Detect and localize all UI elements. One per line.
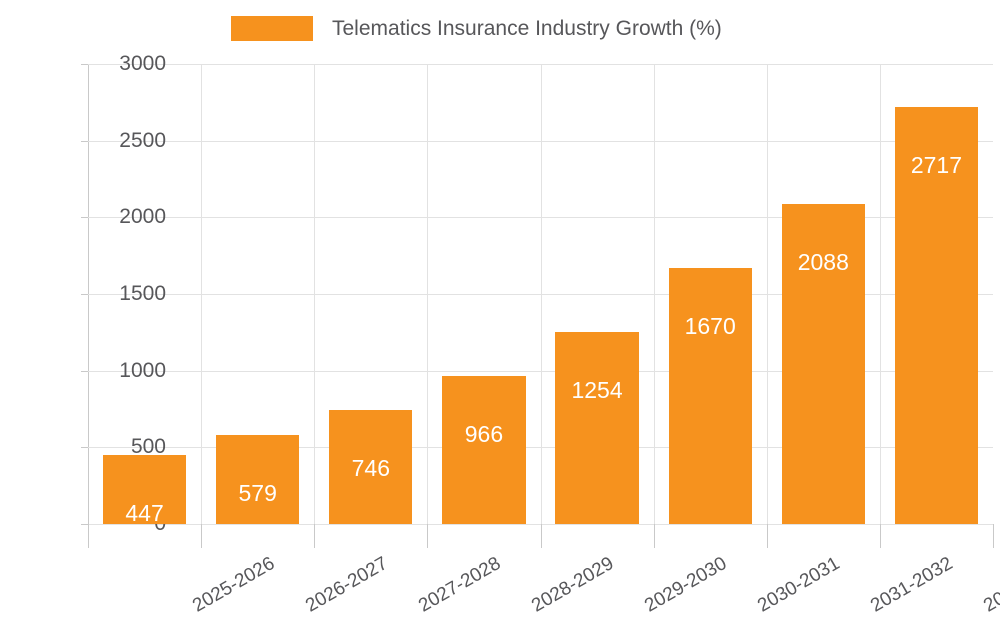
gridline-horizontal — [88, 140, 993, 142]
x-axis-tick-mark — [767, 524, 768, 548]
bar[interactable]: 1670 — [668, 267, 752, 524]
x-axis-tick-label: 2027-2028 — [414, 553, 505, 617]
x-axis-tick-mark — [314, 524, 315, 548]
bar[interactable]: 966 — [442, 375, 526, 524]
bar-value-label: 1670 — [684, 312, 736, 339]
gridline-horizontal — [88, 294, 993, 295]
bar[interactable]: 2088 — [781, 203, 865, 524]
gridline-vertical — [767, 64, 768, 524]
bar[interactable]: 579 — [216, 435, 300, 524]
y-axis-tick-mark — [81, 217, 88, 219]
gridline-vertical — [314, 64, 315, 524]
gridline-vertical — [654, 64, 655, 524]
bar-value-label: 447 — [125, 500, 164, 527]
x-axis-tick-mark — [88, 524, 89, 548]
legend-color-swatch — [231, 15, 313, 41]
gridline-horizontal — [88, 447, 993, 449]
x-axis-tick-label: 2032-2033 — [980, 553, 1000, 617]
x-axis-tick-mark — [201, 524, 202, 548]
bar[interactable]: 1254 — [555, 331, 639, 524]
bar[interactable]: 447 — [102, 455, 187, 527]
y-axis-tick-label: 2500 — [119, 128, 166, 152]
bar-value-label: 2717 — [910, 152, 963, 179]
y-axis-tick-mark — [81, 140, 88, 142]
x-axis-tick-mark — [880, 524, 881, 548]
gridline-vertical — [880, 64, 881, 524]
gridline-vertical — [541, 64, 542, 524]
y-axis-tick-label: 1500 — [119, 282, 166, 305]
y-axis-tick-label: 500 — [130, 435, 166, 459]
x-axis-tick-mark — [654, 524, 655, 548]
bar-value-label: 746 — [351, 454, 390, 481]
y-axis-tick-mark — [81, 370, 88, 372]
gridline-vertical — [201, 64, 202, 524]
gridline-horizontal — [88, 370, 993, 372]
y-axis-tick-mark — [81, 294, 88, 295]
x-axis-tick-label: 2026-2027 — [301, 553, 392, 617]
y-axis-tick-label: 2000 — [119, 205, 166, 229]
bar-value-label: 2088 — [797, 248, 849, 275]
x-axis-tick-label: 2028-2029 — [528, 553, 618, 617]
x-axis-tick-mark — [427, 524, 428, 548]
bar-value-label: 1254 — [571, 376, 623, 403]
y-axis-tick-label: 1000 — [119, 358, 166, 382]
legend-series-label: Telematics Insurance Industry Growth (%) — [332, 16, 722, 40]
y-axis-tick-label: 3000 — [119, 52, 166, 75]
gridline-horizontal — [88, 64, 993, 65]
gridline-vertical — [427, 64, 428, 524]
gridline-horizontal — [88, 217, 993, 219]
y-axis-tick-mark — [81, 64, 88, 65]
bar-value-label: 579 — [238, 480, 277, 507]
chart-legend[interactable]: Telematics Insurance Industry Growth (%) — [231, 14, 722, 42]
bar[interactable]: 2717 — [894, 107, 978, 524]
x-axis-tick-label: 2029-2030 — [641, 553, 731, 617]
y-axis-tick-mark — [81, 524, 88, 525]
x-axis-tick-mark — [541, 524, 542, 548]
plot-area: 050010001500200025003000 447579746966125… — [81, 52, 1000, 617]
bar[interactable]: 746 — [329, 409, 413, 524]
x-axis-tick-mark — [993, 524, 994, 548]
x-axis-tick-label: 2031-2032 — [867, 553, 957, 617]
bar-chart: Telematics Insurance Industry Growth (%)… — [81, 14, 1000, 617]
bar-value-label: 966 — [464, 420, 504, 447]
x-axis-tick-label: 2025-2026 — [188, 553, 278, 617]
y-axis-tick-mark — [81, 447, 88, 449]
gridline-horizontal — [88, 524, 993, 525]
x-axis-tick-label: 2030-2031 — [754, 553, 844, 617]
